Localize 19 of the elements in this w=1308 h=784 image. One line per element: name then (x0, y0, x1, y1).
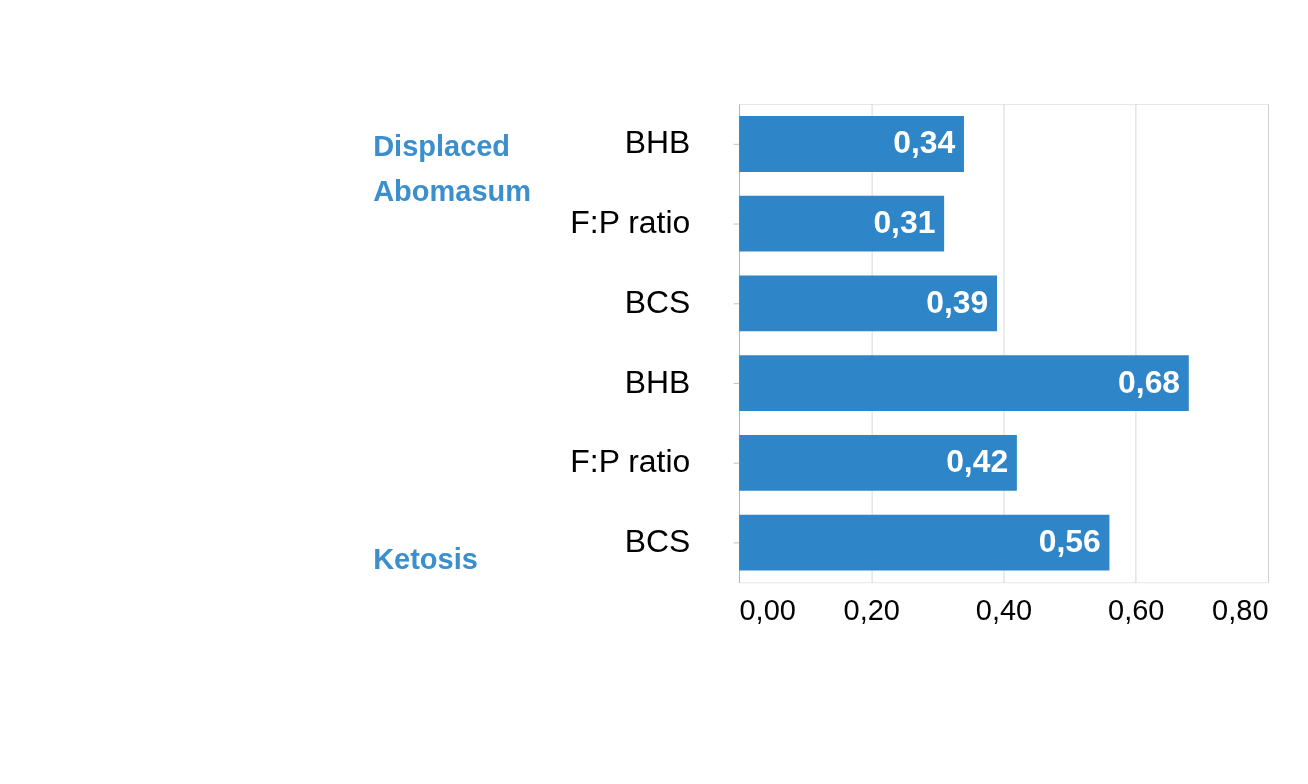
data-label: 0,42 (946, 443, 1009, 480)
x-tick-label: 0,60 (1108, 594, 1165, 627)
y-tick-label: BCS (624, 283, 691, 320)
data-label: 0,39 (926, 283, 989, 320)
y-tick-label: F:P ratio (570, 204, 691, 241)
text: Displaced Abomasum (373, 130, 531, 208)
data-label: 0,68 (1118, 363, 1181, 400)
y-tick-label: BHB (624, 124, 691, 161)
y-tick-label: F:P ratio (570, 443, 691, 480)
y-tick-label: BHB (624, 363, 691, 400)
x-tick-label: 0,20 (843, 594, 900, 627)
data-label: 0,34 (893, 124, 956, 161)
data-label: 0,31 (873, 204, 936, 241)
x-tick-label: 0,80 (1212, 594, 1269, 627)
text: Ketosis (373, 543, 478, 576)
data-label: 0,56 (1038, 522, 1101, 559)
x-tick-label: 0,40 (975, 594, 1033, 627)
x-tick-label: 0,00 (739, 594, 796, 627)
y-tick-label: BCS (624, 522, 691, 559)
